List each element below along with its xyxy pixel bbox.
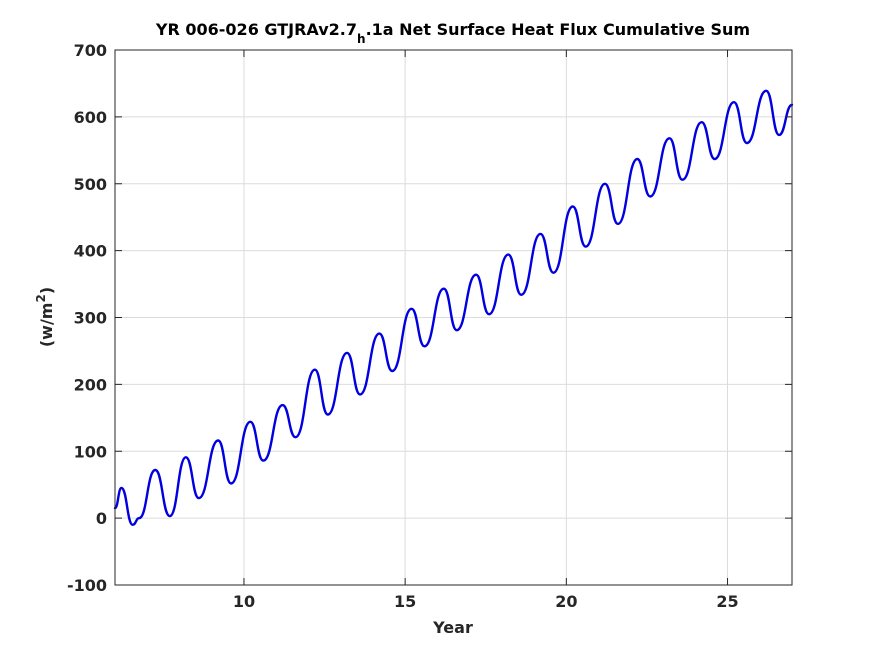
y-axis-title-superscript: 2 <box>34 294 48 302</box>
x-tick-label: 10 <box>233 592 255 611</box>
y-tick-label: 100 <box>74 442 107 461</box>
x-tick-labels: 10 15 20 25 <box>233 592 739 611</box>
x-axis-title: Year <box>432 618 473 637</box>
y-axis-title-suffix: ) <box>37 287 56 294</box>
y-axis-title-prefix: (w/m <box>37 303 56 348</box>
grid <box>115 50 792 585</box>
y-tick-label: 300 <box>74 309 107 328</box>
x-tick-label: 20 <box>555 592 577 611</box>
y-axis-title: (w/m2) <box>34 287 56 347</box>
y-tick-label: 600 <box>74 108 107 127</box>
y-tick-label: 400 <box>74 242 107 261</box>
chart-title-rest: .1a Net Surface Heat Flux Cumulative Sum <box>366 20 751 39</box>
ticks <box>115 49 792 586</box>
y-tick-label: 700 <box>74 41 107 60</box>
x-tick-label: 15 <box>394 592 416 611</box>
chart-title-subscript: h <box>357 32 366 46</box>
chart-title: YR 006-026 GTJRAv2.7h.1a Net Surface Hea… <box>155 20 750 46</box>
y-tick-labels: -100 0 100 200 300 400 500 600 700 <box>67 41 107 595</box>
series-line <box>113 89 794 526</box>
y-tick-label: -100 <box>67 576 107 595</box>
y-tick-label: 200 <box>74 375 107 394</box>
chart-title-main: YR 006-026 GTJRAv2.7 <box>155 20 357 39</box>
y-tick-label: 0 <box>96 509 107 528</box>
x-tick-label: 25 <box>716 592 738 611</box>
y-tick-label: 500 <box>74 175 107 194</box>
series-layer <box>113 89 794 526</box>
